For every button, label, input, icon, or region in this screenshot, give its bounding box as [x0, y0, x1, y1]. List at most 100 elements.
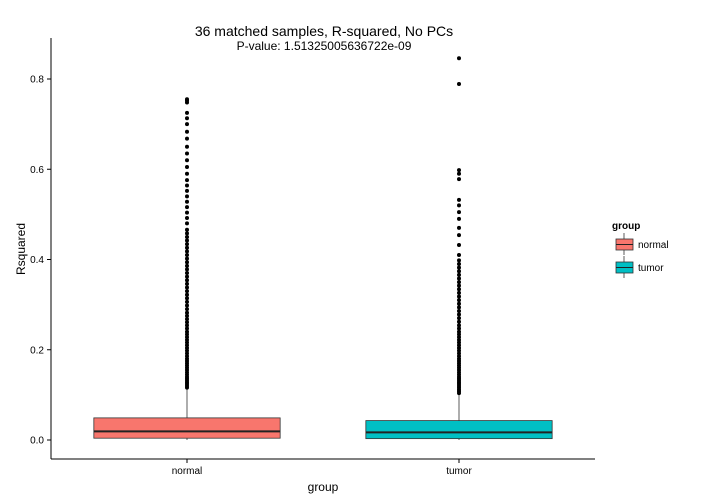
outlier-point — [185, 171, 189, 176]
y-axis-label: Rsquared — [14, 223, 28, 275]
outlier-point — [457, 81, 461, 86]
outlier-point — [185, 307, 189, 312]
legend-entry-normal: normal — [615, 233, 669, 255]
legend-title: group — [612, 221, 640, 232]
outlier-point — [457, 171, 461, 176]
outlier-point — [185, 317, 189, 322]
outlier-point — [185, 263, 189, 268]
outlier-point — [185, 116, 189, 121]
outlier-point — [185, 136, 189, 141]
outlier-point — [185, 231, 189, 236]
outlier-point — [185, 296, 189, 301]
outlier-point — [457, 216, 461, 221]
outlier-point — [185, 289, 189, 294]
outlier-point — [185, 329, 189, 334]
y-tick-label: 0.8 — [30, 75, 44, 86]
outlier-point — [185, 129, 189, 134]
outlier-point — [185, 205, 189, 210]
y-tick-label: 0.6 — [30, 165, 44, 176]
outlier-point — [185, 281, 189, 286]
y-axis-ticks: 0.0 0.2 0.4 0.6 0.8 — [30, 75, 51, 447]
iqr-box — [365, 420, 553, 440]
outlier-point — [457, 319, 461, 324]
outlier-point — [185, 97, 189, 102]
outlier-point — [185, 274, 189, 279]
x-tick-label: tumor — [446, 466, 472, 477]
outlier-point — [457, 276, 461, 281]
legend-entry-tumor: tumor — [615, 256, 664, 278]
outlier-point — [185, 158, 189, 163]
outlier-point — [457, 243, 461, 248]
outlier-point — [457, 177, 461, 182]
legend-label: normal — [638, 240, 669, 251]
outlier-point — [185, 323, 189, 328]
y-tick-label: 0.0 — [30, 436, 44, 447]
outlier-point — [185, 188, 189, 193]
outlier-point — [457, 301, 461, 306]
outlier-point — [185, 210, 189, 215]
y-tick-label: 0.2 — [30, 345, 44, 356]
outlier-point — [185, 285, 189, 290]
outlier-point — [185, 260, 189, 265]
chart-title: 36 matched samples, R-squared, No PCs — [195, 23, 453, 39]
outlier-point — [185, 151, 189, 156]
outlier-point — [185, 252, 189, 257]
outlier-point — [185, 215, 189, 220]
plot-area — [93, 56, 553, 440]
outlier-point — [457, 197, 461, 202]
outlier-point — [457, 290, 461, 295]
outlier-point — [185, 221, 189, 226]
outlier-point — [457, 262, 461, 267]
outlier-point — [185, 110, 189, 115]
outlier-point — [457, 308, 461, 313]
x-axis-ticks: normal tumor — [172, 459, 472, 477]
outlier-point — [185, 238, 189, 243]
outlier-point — [457, 280, 461, 285]
outlier-point — [457, 329, 461, 334]
outlier-point — [185, 144, 189, 149]
outlier-point — [185, 278, 189, 283]
outlier-point — [185, 242, 189, 247]
outlier-point — [457, 305, 461, 310]
outlier-point — [185, 320, 189, 325]
outlier-point — [185, 194, 189, 199]
legend: group normal tumor — [612, 221, 669, 278]
outlier-point — [457, 233, 461, 238]
outlier-point — [457, 283, 461, 288]
outlier-point — [457, 269, 461, 274]
outlier-point — [457, 272, 461, 277]
outlier-point — [185, 164, 189, 169]
outlier-point — [457, 210, 461, 215]
box-normal — [93, 97, 281, 440]
outlier-point — [185, 122, 189, 127]
outlier-point — [185, 199, 189, 204]
outlier-point — [457, 56, 461, 61]
outlier-point — [185, 313, 189, 318]
outlier-point — [457, 203, 461, 208]
x-axis-label: group — [308, 480, 339, 494]
box-tumor — [365, 56, 553, 440]
outlier-point — [457, 312, 461, 317]
outlier-point — [185, 267, 189, 272]
outlier-point — [185, 245, 189, 250]
outlier-point — [457, 298, 461, 303]
outlier-point — [185, 303, 189, 308]
outlier-point — [185, 292, 189, 297]
outlier-point — [185, 256, 189, 261]
outlier-point — [457, 316, 461, 321]
outlier-point — [457, 252, 461, 257]
outlier-point — [457, 225, 461, 230]
outlier-point — [185, 227, 189, 232]
y-tick-label: 0.4 — [30, 255, 44, 266]
legend-label: tumor — [638, 263, 664, 274]
outlier-point — [457, 258, 461, 263]
outlier-point — [457, 265, 461, 270]
outlier-point — [457, 294, 461, 299]
outlier-point — [457, 326, 461, 331]
outlier-point — [185, 299, 189, 304]
outlier-point — [185, 178, 189, 183]
outlier-point — [185, 234, 189, 239]
outlier-point — [185, 249, 189, 254]
outlier-point — [185, 271, 189, 276]
